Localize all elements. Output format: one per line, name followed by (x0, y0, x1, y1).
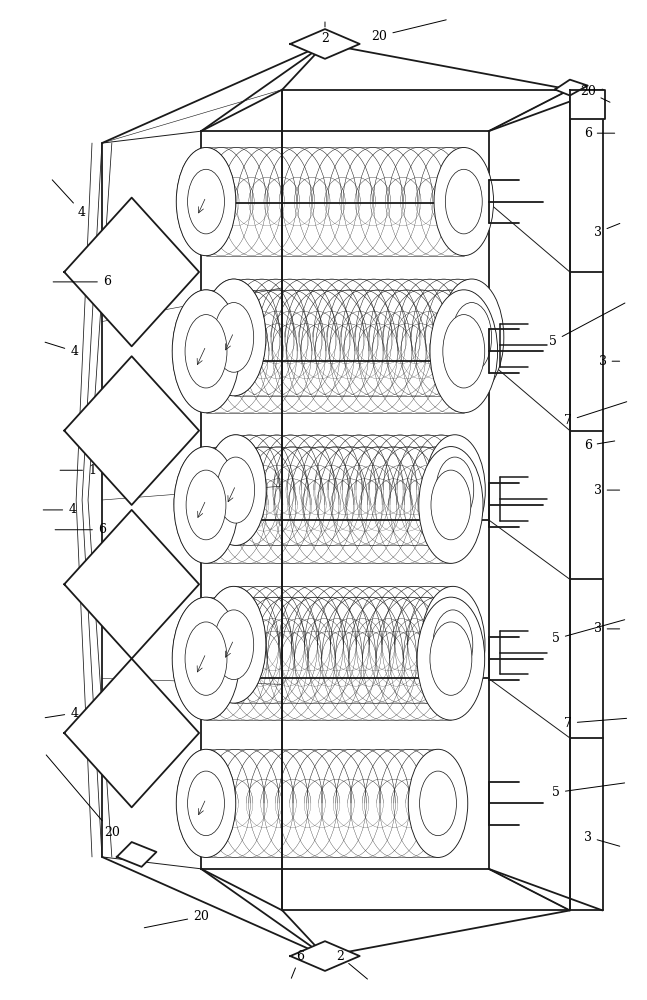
Text: 6: 6 (584, 439, 615, 452)
Ellipse shape (202, 586, 266, 703)
Text: 5: 5 (549, 303, 625, 348)
Text: 3: 3 (594, 223, 620, 239)
Text: 7: 7 (564, 717, 626, 730)
Ellipse shape (202, 279, 266, 396)
Text: 2: 2 (336, 950, 367, 979)
Ellipse shape (445, 169, 482, 234)
Text: 20: 20 (46, 755, 120, 839)
Ellipse shape (443, 315, 485, 388)
Text: 1: 1 (60, 464, 96, 477)
Polygon shape (64, 510, 199, 659)
Ellipse shape (217, 457, 255, 523)
Ellipse shape (430, 290, 498, 413)
Text: 20: 20 (144, 910, 209, 928)
Ellipse shape (419, 447, 483, 563)
Ellipse shape (185, 315, 227, 388)
Ellipse shape (434, 147, 494, 256)
Text: 2: 2 (321, 22, 329, 45)
Ellipse shape (172, 290, 240, 413)
Ellipse shape (176, 749, 236, 857)
Ellipse shape (421, 586, 485, 703)
Text: 4: 4 (43, 503, 76, 516)
Polygon shape (64, 659, 199, 807)
Text: 5: 5 (552, 620, 625, 645)
Text: 4: 4 (45, 707, 78, 720)
Ellipse shape (174, 447, 238, 563)
Ellipse shape (419, 771, 456, 836)
Text: 20: 20 (371, 20, 446, 43)
Text: 3: 3 (598, 355, 620, 368)
Text: 3: 3 (594, 622, 620, 635)
Text: 4: 4 (45, 342, 78, 358)
Ellipse shape (439, 279, 504, 396)
Ellipse shape (188, 169, 225, 234)
Ellipse shape (214, 303, 254, 372)
Text: 6: 6 (584, 127, 615, 140)
Ellipse shape (408, 749, 468, 857)
Polygon shape (570, 90, 604, 119)
Ellipse shape (185, 622, 227, 695)
Ellipse shape (186, 470, 226, 540)
Ellipse shape (172, 597, 240, 720)
Polygon shape (117, 842, 157, 867)
Ellipse shape (188, 771, 225, 836)
Ellipse shape (205, 435, 266, 545)
Text: 4: 4 (52, 180, 86, 219)
Polygon shape (291, 941, 360, 971)
Ellipse shape (424, 435, 485, 545)
Text: 20: 20 (580, 85, 610, 102)
Ellipse shape (436, 457, 474, 523)
Ellipse shape (431, 470, 471, 540)
Ellipse shape (430, 622, 472, 695)
Text: 6: 6 (55, 523, 106, 536)
Text: 6: 6 (291, 950, 304, 978)
Ellipse shape (452, 303, 492, 372)
Text: 7: 7 (564, 402, 627, 427)
Ellipse shape (176, 147, 236, 256)
Text: 6: 6 (53, 275, 111, 288)
Polygon shape (64, 356, 199, 505)
Ellipse shape (214, 610, 254, 680)
Text: 3: 3 (584, 831, 620, 846)
Ellipse shape (433, 610, 473, 680)
Polygon shape (291, 29, 360, 59)
Text: 5: 5 (552, 783, 624, 799)
Polygon shape (64, 198, 199, 346)
Polygon shape (555, 80, 587, 96)
Ellipse shape (417, 597, 485, 720)
Text: 3: 3 (594, 484, 620, 497)
